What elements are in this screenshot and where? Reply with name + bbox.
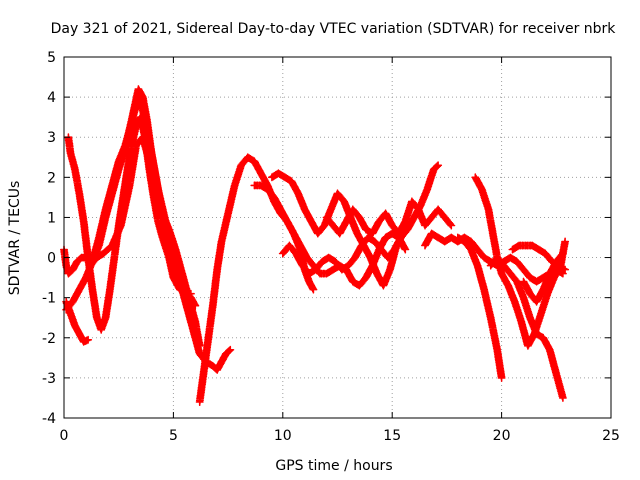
axes: 0 5 10 15 20 25 -4 -3 -2 -1 0 1 2 3 4 5 [42,50,620,444]
series-track-3 [64,113,195,334]
series-track-9 [278,161,443,278]
data-series-group [60,85,570,406]
y-tick-label: 4 [47,90,56,106]
series-track-5 [86,133,204,350]
chart-title: Day 321 of 2021, Sidereal Day-to-day VTE… [51,21,617,37]
y-tick-label: -4 [42,411,56,427]
x-tick-label: 10 [274,428,292,444]
x-tick-label: 0 [60,428,69,444]
plot-frame [63,56,612,419]
y-tick-label: 0 [47,251,56,267]
x-tick-label: 25 [602,428,620,444]
y-tick-label: -3 [42,371,56,387]
y-tick-label: -1 [42,291,56,307]
x-axis-label: GPS time / hours [275,458,392,474]
y-tick-label: 5 [47,50,56,66]
y-axis-label: SDTVAR / TECUs [7,181,23,296]
series-track-16 [519,249,567,306]
y-tick-label: 2 [47,170,56,186]
y-tick-label: -2 [42,331,56,347]
series-track-12 [453,233,506,382]
series-track-14 [486,253,567,402]
series-track-10 [322,197,456,238]
y-tick-label: 1 [47,210,56,226]
x-tick-label: 5 [169,428,178,444]
y-tick-label: 3 [47,130,56,146]
x-tick-label: 20 [493,428,511,444]
x-tick-label: 15 [383,428,401,444]
